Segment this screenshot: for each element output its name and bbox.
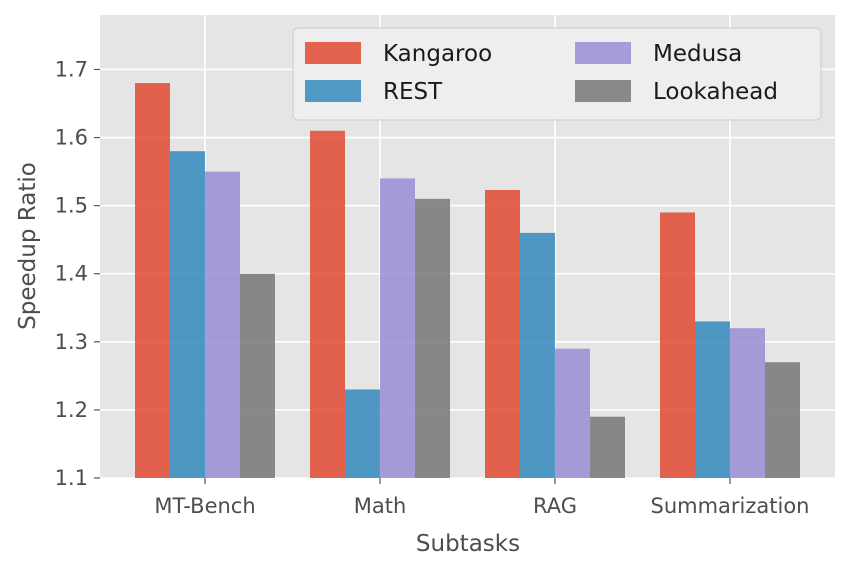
x-tick-label: Math (354, 494, 407, 518)
bar-medusa-math (380, 178, 415, 479)
y-tick-label: 1.7 (55, 57, 88, 81)
bar-rest-rag (520, 232, 555, 478)
y-axis-ticks: 1.1 1.2 1.3 1.4 1.5 1.6 1.7 (55, 57, 100, 490)
x-tick-label: RAG (533, 494, 577, 518)
legend-swatch-medusa (575, 42, 631, 64)
legend: Kangaroo REST Medusa Lookahead (292, 27, 822, 121)
y-tick-label: 1.2 (55, 398, 88, 422)
legend-swatch-kangaroo (305, 42, 361, 64)
x-tick-label: MT-Bench (154, 494, 255, 518)
bar-medusa-mt-bench (205, 171, 240, 478)
bar-medusa-summarization (730, 328, 765, 478)
x-tick-label: Summarization (650, 494, 809, 518)
bar-rest-mt-bench (170, 151, 205, 479)
y-tick-label: 1.5 (55, 194, 88, 218)
legend-box (292, 27, 822, 121)
x-axis-ticks: MT-Bench Math RAG Summarization (154, 478, 810, 518)
bar-rest-summarization (695, 321, 730, 478)
legend-label-medusa: Medusa (653, 41, 742, 67)
legend-label-kangaroo: Kangaroo (383, 41, 492, 67)
bar-kangaroo-summarization (660, 212, 695, 479)
y-tick-label: 1.3 (55, 330, 88, 354)
y-tick-label: 1.4 (55, 262, 88, 286)
bar-rest-math (345, 389, 380, 478)
bar-lookahead-summarization (765, 362, 800, 478)
legend-swatch-rest (305, 80, 361, 102)
bar-lookahead-math (415, 198, 450, 478)
bar-kangaroo-math (310, 130, 345, 478)
y-tick-label: 1.1 (55, 466, 88, 490)
bars (135, 83, 800, 479)
y-axis-label: Speedup Ratio (15, 162, 41, 330)
legend-swatch-lookahead (575, 80, 631, 102)
bar-lookahead-rag (590, 416, 625, 478)
bar-lookahead-mt-bench (240, 273, 275, 478)
y-tick-label: 1.6 (55, 126, 88, 150)
legend-label-lookahead: Lookahead (653, 79, 778, 105)
legend-label-rest: REST (383, 79, 443, 105)
x-axis-label: Subtasks (416, 531, 520, 557)
bar-kangaroo-rag (485, 189, 520, 479)
bar-kangaroo-mt-bench (135, 83, 170, 479)
bar-medusa-rag (555, 348, 590, 478)
